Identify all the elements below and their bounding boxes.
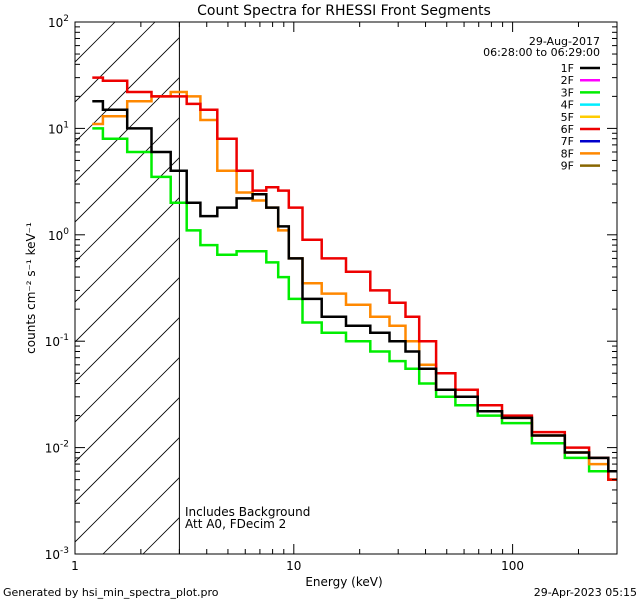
hatch-line bbox=[75, 77, 180, 183]
legend-label-8F: 8F bbox=[561, 147, 574, 160]
y-axis-label: counts cm⁻² s⁻¹ keV⁻¹ bbox=[24, 222, 38, 354]
x-tick-label: 1 bbox=[71, 559, 79, 573]
footer-timestamp: 29-Apr-2023 05:15 bbox=[534, 586, 637, 599]
series-line-3F bbox=[92, 127, 617, 481]
x-tick-label: 100 bbox=[501, 559, 524, 573]
legend-label-3F: 3F bbox=[561, 86, 574, 99]
legend-label-9F: 9F bbox=[561, 160, 574, 173]
footer-generated-by: Generated by hsi_min_spectra_plot.pro bbox=[3, 586, 219, 599]
annotation-background: Includes Background bbox=[185, 505, 310, 519]
hatch-line bbox=[75, 237, 180, 343]
y-tick-label: 102 bbox=[48, 14, 69, 30]
hatch-line bbox=[75, 397, 180, 503]
time-range-label: 06:28:00 to 06:29:00 bbox=[483, 46, 600, 59]
chart-title: Count Spectra for RHESSI Front Segments bbox=[197, 3, 491, 19]
series-line-1F bbox=[92, 99, 617, 473]
y-axis-ticks: 10-3 10-2 10-1 100 101 102 bbox=[45, 14, 617, 562]
hatch-line bbox=[75, 317, 180, 423]
legend-label-1F: 1F bbox=[561, 62, 574, 75]
y-tick-label: 10-1 bbox=[45, 333, 69, 349]
x-axis-label: Energy (keV) bbox=[305, 575, 382, 589]
x-axis-ticks: 1 10 100 bbox=[71, 22, 618, 573]
series-line-6F bbox=[92, 76, 617, 481]
hatch-line bbox=[75, 357, 180, 463]
y-tick-label: 100 bbox=[48, 227, 69, 243]
series-lines bbox=[92, 76, 617, 481]
hatch-line bbox=[102, 477, 180, 554]
x-tick-label: 10 bbox=[286, 559, 301, 573]
annotation-attenuator: Att A0, FDecim 2 bbox=[185, 517, 286, 531]
hatch-line bbox=[75, 157, 180, 263]
legend-label-6F: 6F bbox=[561, 123, 574, 136]
legend-label-7F: 7F bbox=[561, 135, 574, 148]
plot-frame bbox=[74, 21, 618, 555]
legend-label-4F: 4F bbox=[561, 99, 574, 112]
y-tick-label: 101 bbox=[48, 120, 69, 136]
y-tick-label: 10-2 bbox=[45, 440, 69, 456]
date-label: 29-Aug-2017 bbox=[529, 35, 600, 48]
hatch-line bbox=[75, 277, 180, 383]
y-tick-label: 10-3 bbox=[45, 546, 69, 562]
legend-label-2F: 2F bbox=[561, 74, 574, 87]
legend-label-5F: 5F bbox=[561, 111, 574, 124]
hatch-line bbox=[75, 437, 180, 543]
hatch-line bbox=[75, 197, 180, 303]
